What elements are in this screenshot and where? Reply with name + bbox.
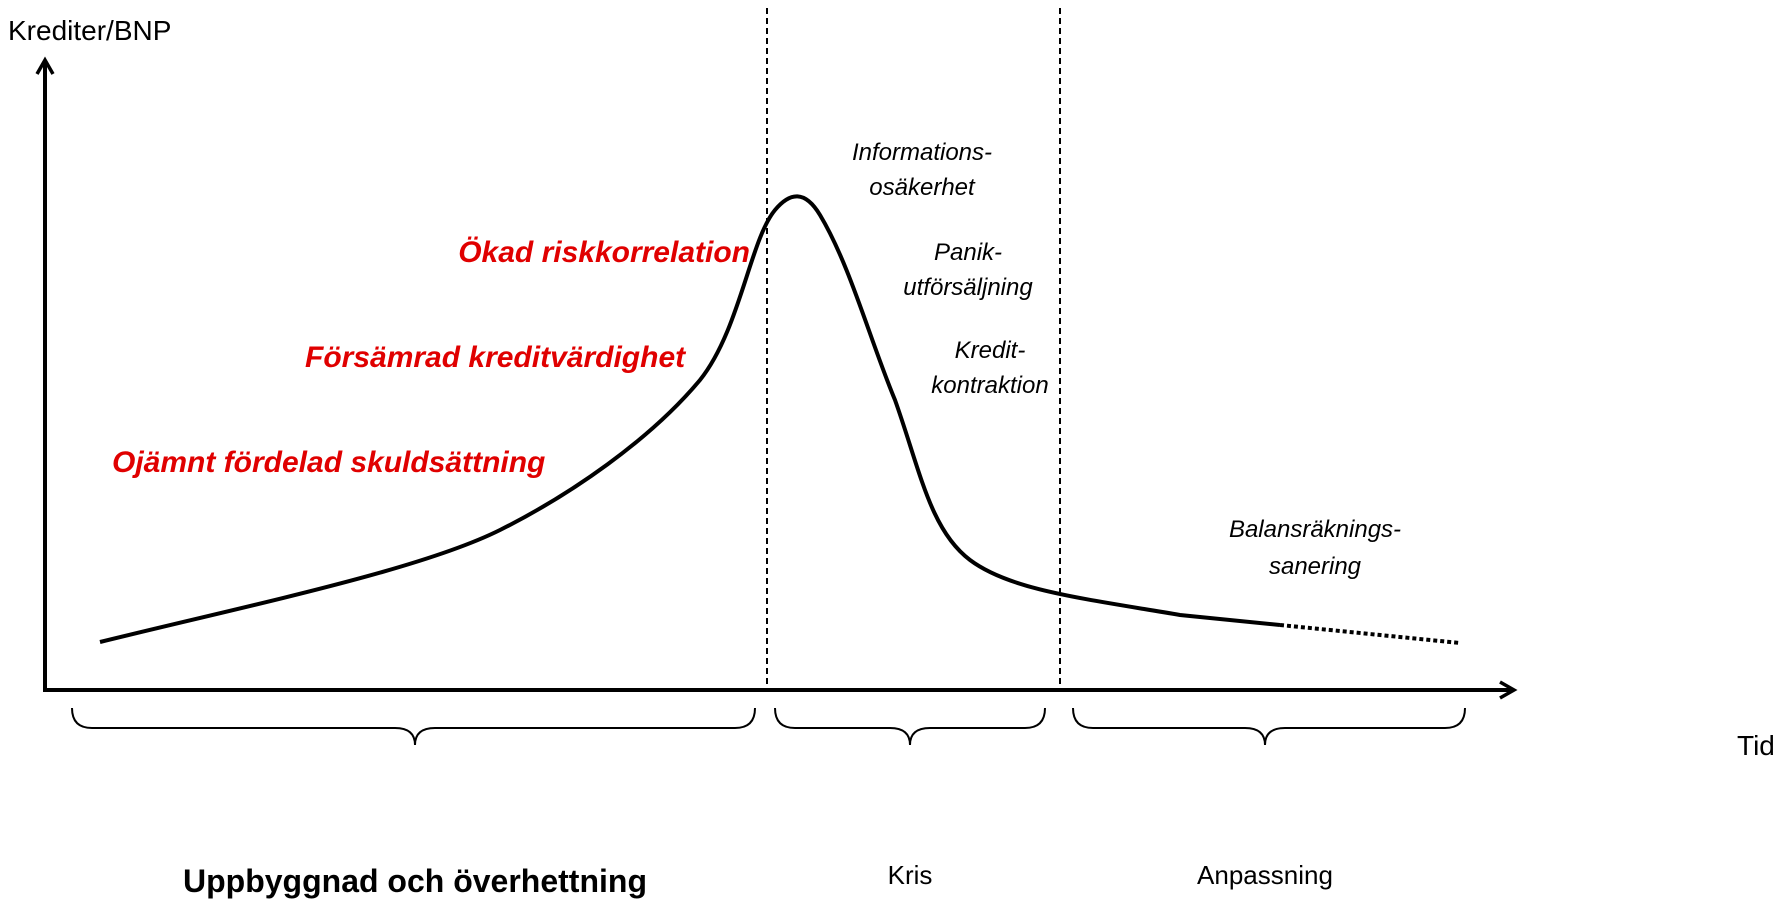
risk-factor: Ökad riskkorrelation [458, 236, 750, 269]
annotation: Kredit- [955, 337, 1026, 364]
y-axis-label: Krediter/BNP [8, 15, 171, 46]
risk-factor: Ojämnt fördelad skuldsättning [112, 446, 545, 479]
risk-factor: Försämrad kreditvärdighet [305, 341, 687, 374]
annotation: Balansräknings- [1229, 516, 1401, 543]
annotation: Informations- [852, 139, 992, 166]
credit-curve [99, 194, 1281, 644]
x-axis-label: Tid [1737, 730, 1775, 761]
phase-brace [1072, 707, 1466, 746]
annotation: Panik- [934, 239, 1002, 266]
annotation: kontraktion [931, 372, 1048, 399]
phase-brace [774, 707, 1046, 746]
annotation: sanering [1269, 553, 1362, 580]
phase-label: Uppbyggnad och överhettning [183, 863, 647, 899]
phase-label: Anpassning [1197, 860, 1333, 890]
annotation: osäkerhet [869, 174, 976, 201]
credit-curve-projection [1279, 623, 1461, 645]
phase-brace [71, 707, 756, 746]
annotation: utförsäljning [903, 274, 1033, 301]
phase-label: Kris [888, 860, 933, 890]
